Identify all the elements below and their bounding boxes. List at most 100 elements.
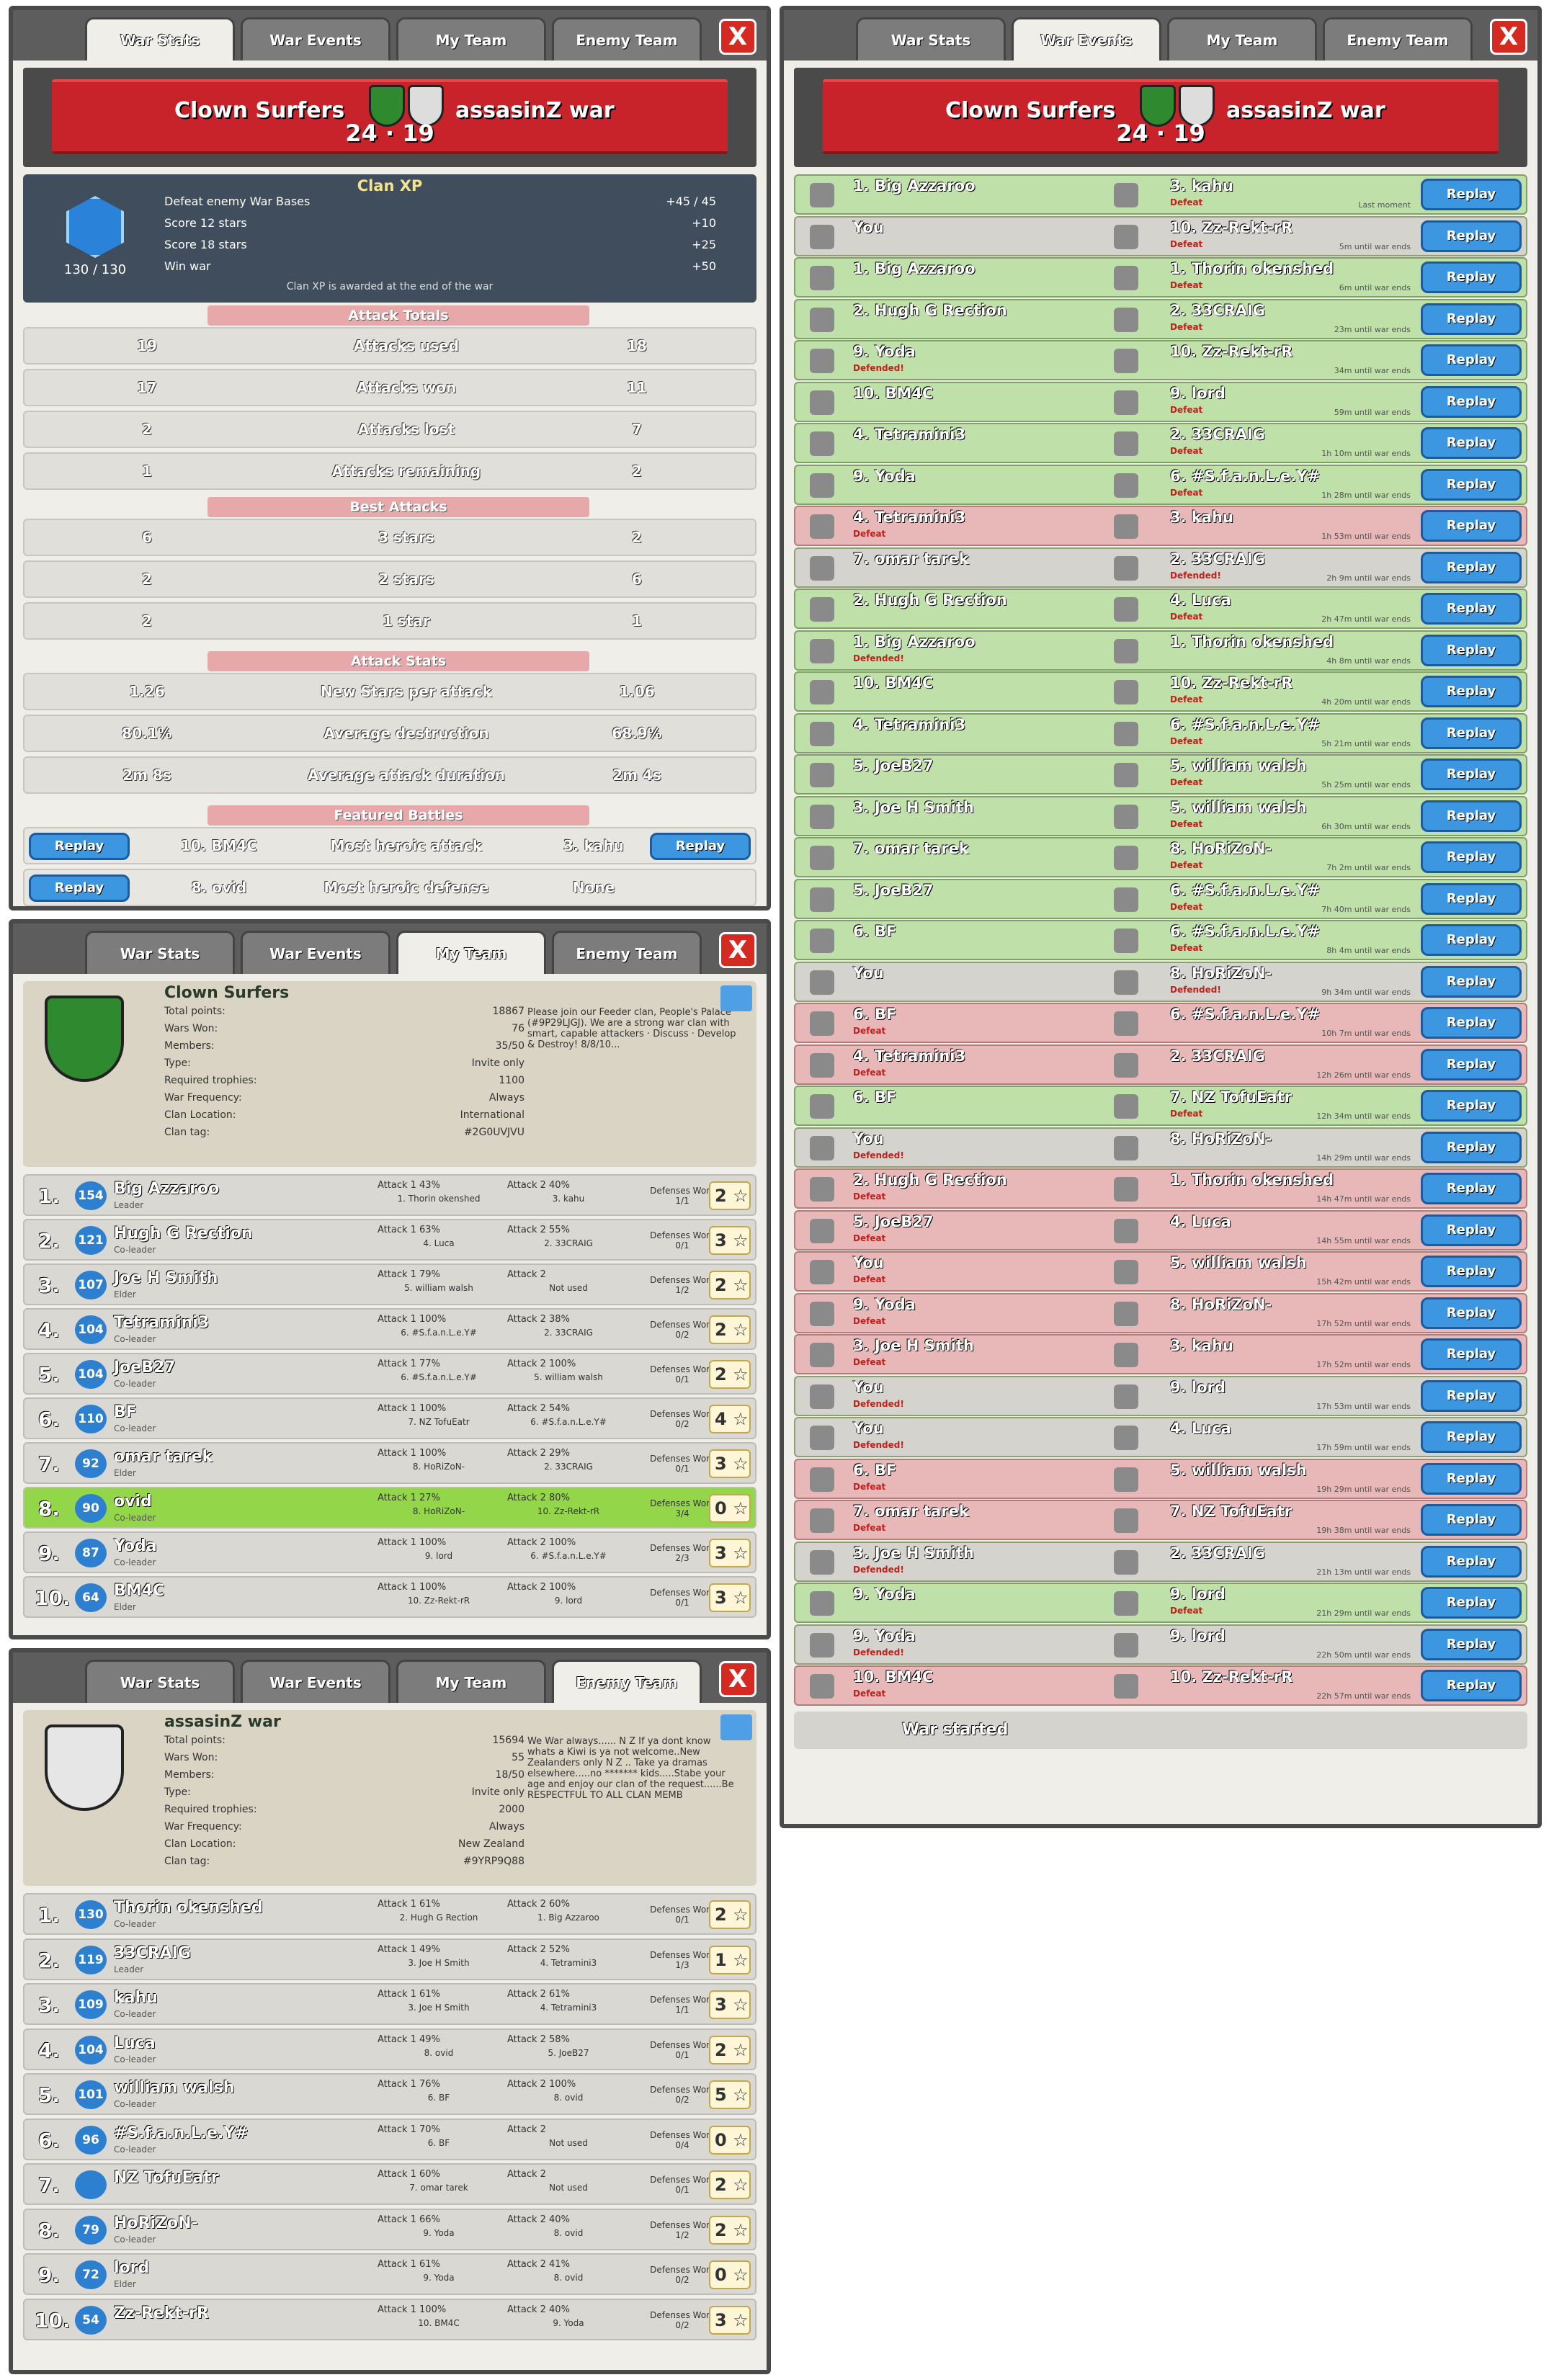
replay-button[interactable]: Replay	[1421, 1545, 1522, 1578]
tab-my-team[interactable]: My Team	[396, 17, 546, 61]
replay-button[interactable]: Replay	[1421, 1090, 1522, 1122]
replay-button[interactable]: Replay	[1421, 1048, 1522, 1081]
tab-war-stats[interactable]: War Stats	[856, 17, 1006, 61]
member-row[interactable]: 8. 79 HoRiZoN- Co-leader Attack 1 66% 9. Yoda…	[23, 2208, 756, 2250]
tab-my-team[interactable]: My Team	[396, 931, 546, 974]
replay-button[interactable]: Replay	[1421, 385, 1522, 418]
member-row[interactable]: 2. 121 Hugh G Rection Co-leader Attack 1 63%…	[23, 1219, 756, 1261]
replay-button[interactable]: Replay	[1421, 1297, 1522, 1329]
replay-button[interactable]: Replay	[1421, 593, 1522, 625]
tab-war-events[interactable]: War Events	[241, 17, 390, 61]
tab-war-events[interactable]: War Events	[241, 931, 390, 974]
member-row[interactable]: 3. 107 Joe H Smith Elder Attack 1 79% 5. will…	[23, 1263, 756, 1305]
replay-button[interactable]: Replay	[1421, 510, 1522, 542]
replay-button[interactable]: Replay	[1421, 468, 1522, 501]
member-rank: 10.	[35, 2308, 71, 2332]
member-row[interactable]: 10. 64 BM4C Elder Attack 1 100% 10. Zz-Rekt-r…	[23, 1576, 756, 1618]
attack-1-info: Attack 1 100% 10. BM4C	[378, 2304, 500, 2328]
member-row[interactable]: 5. 101 william walsh Co-leader Attack 1 76% 6…	[23, 2073, 756, 2115]
tab-war-stats[interactable]: War Stats	[85, 931, 235, 974]
replay-button[interactable]: Replay	[1421, 676, 1522, 707]
member-row[interactable]: 6. 96 #S.f.a.n.L.e.Y# Co-leader Attack 1 70%…	[23, 2118, 756, 2160]
replay-button[interactable]: Replay	[1421, 1379, 1522, 1412]
member-row[interactable]: 6. 110 BF Co-leader Attack 1 100% 7. NZ TofuE…	[23, 1397, 756, 1439]
replay-button[interactable]: Replay	[1421, 1338, 1522, 1370]
replay-button[interactable]: Replay	[1421, 634, 1522, 666]
replay-button[interactable]: Replay	[1421, 220, 1522, 252]
replay-button[interactable]: Replay	[1421, 717, 1522, 749]
tab-enemy-team[interactable]: Enemy Team	[552, 931, 702, 974]
member-row[interactable]: 2. 119 33CRAIG Leader Attack 1 49% 3. Joe H S…	[23, 1938, 756, 1980]
close-button[interactable]: X	[719, 19, 756, 55]
defender-name: 5. william walsh	[1170, 1461, 1307, 1479]
tab-war-stats[interactable]: War Stats	[85, 1660, 235, 1703]
shield-icon	[1114, 1508, 1138, 1533]
replay-button[interactable]: Replay	[1421, 551, 1522, 583]
replay-button[interactable]: Replay	[1421, 1173, 1522, 1204]
replay-button[interactable]: Replay	[1421, 882, 1522, 915]
war-flag-icon[interactable]	[720, 985, 752, 1011]
replay-button[interactable]: Replay	[29, 833, 130, 860]
replay-button[interactable]: Replay	[1421, 924, 1522, 956]
stat-row: 2 Attacks lost 7	[23, 411, 756, 448]
replay-button[interactable]: Replay	[650, 833, 751, 860]
close-button[interactable]: X	[719, 932, 756, 968]
tab-enemy-team[interactable]: Enemy Team	[552, 17, 702, 61]
sword-icon	[810, 514, 834, 539]
member-row[interactable]: 4. 104 Luca Co-leader Attack 1 49% 8. ovid Att…	[23, 2028, 756, 2070]
member-row[interactable]: 5. 104 JoeB27 Co-leader Attack 1 77% 6. #S.f.…	[23, 1353, 756, 1395]
member-row[interactable]: 10. 54 Zz-Rekt-rR Attack 1 100% 10. BM4C Atta…	[23, 2298, 756, 2340]
close-button[interactable]: X	[1490, 19, 1527, 55]
member-row[interactable]: 3. 109 kahu Co-leader Attack 1 61% 3. Joe H S…	[23, 1983, 756, 2025]
replay-button[interactable]: Replay	[1421, 179, 1522, 210]
replay-button[interactable]: Replay	[1421, 1214, 1522, 1246]
replay-button[interactable]: Replay	[1421, 344, 1522, 376]
tab-war-stats[interactable]: War Stats	[85, 17, 235, 61]
replay-button[interactable]: Replay	[1421, 1628, 1522, 1660]
tab-enemy-team[interactable]: Enemy Team	[552, 1660, 702, 1703]
event-time: 23m until war ends	[1334, 324, 1411, 334]
xp-footer: Clan XP is awarded at the end of the war	[286, 281, 494, 292]
event-time: 17h 52m until war ends	[1316, 1318, 1411, 1328]
member-role: Co-leader	[114, 1334, 156, 1344]
replay-button[interactable]: Replay	[1421, 759, 1522, 790]
replay-button[interactable]: Replay	[1421, 1256, 1522, 1287]
tab-war-events[interactable]: War Events	[1012, 17, 1161, 61]
tab-enemy-team[interactable]: Enemy Team	[1323, 17, 1473, 61]
replay-button[interactable]: Replay	[1421, 841, 1522, 873]
member-row[interactable]: 4. 104 Tetramini3 Co-leader Attack 1 100% 6. …	[23, 1308, 756, 1350]
shield-icon	[1114, 514, 1138, 539]
war-flag-icon[interactable]	[720, 1714, 752, 1740]
replay-button[interactable]: Replay	[1421, 800, 1522, 832]
member-name: Zz-Rekt-rR	[114, 2304, 209, 2322]
replay-button[interactable]: Replay	[1421, 1670, 1522, 1701]
replay-button[interactable]: Replay	[1421, 1421, 1522, 1453]
member-row[interactable]: 1. 154 Big Azzaroo Leader Attack 1 43% 1. Tho…	[23, 1174, 756, 1216]
replay-button[interactable]: Replay	[1421, 1131, 1522, 1163]
sword-icon	[810, 887, 834, 912]
member-row[interactable]: 1. 130 Thorin okenshed Co-leader Attack 1 61…	[23, 1893, 756, 1935]
attack-1-result: Attack 1 70%	[378, 2124, 440, 2135]
star-icon: ☆	[733, 1949, 749, 1970]
member-row[interactable]: 8. 90 ovid Co-leader Attack 1 27% 8. HoRiZoN-…	[23, 1487, 756, 1529]
featured-left: 8. ovid	[191, 879, 247, 896]
replay-button[interactable]: Replay	[1421, 303, 1522, 335]
replay-button[interactable]: Replay	[1421, 1007, 1522, 1039]
replay-button[interactable]: Replay	[1421, 1587, 1522, 1619]
close-button[interactable]: X	[719, 1661, 756, 1697]
member-row[interactable]: 9. 72 lord Elder Attack 1 61% 9. Yoda Attack 2…	[23, 2253, 756, 2295]
tab-my-team[interactable]: My Team	[396, 1660, 546, 1703]
replay-button[interactable]: Replay	[1421, 965, 1522, 998]
member-row[interactable]: 9. 87 Yoda Co-leader Attack 1 100% 9. lord Att…	[23, 1531, 756, 1573]
event-row: 2. Hugh G Rection 2. 33CRAIG Defeat 23m unt…	[794, 298, 1527, 339]
member-row[interactable]: 7. NZ TofuEatr Attack 1 60% 7. omar tarek At…	[23, 2163, 756, 2205]
star-count-badge: 2 ☆	[709, 2170, 751, 2199]
replay-button[interactable]: Replay	[1421, 1504, 1522, 1536]
replay-button[interactable]: Replay	[29, 874, 130, 902]
tab-war-events[interactable]: War Events	[241, 1660, 390, 1703]
tab-my-team[interactable]: My Team	[1167, 17, 1317, 61]
replay-button[interactable]: Replay	[1421, 1462, 1522, 1495]
replay-button[interactable]: Replay	[1421, 261, 1522, 293]
member-row[interactable]: 7. 92 omar tarek Elder Attack 1 100% 8. HoRiZ…	[23, 1442, 756, 1484]
replay-button[interactable]: Replay	[1421, 427, 1522, 459]
